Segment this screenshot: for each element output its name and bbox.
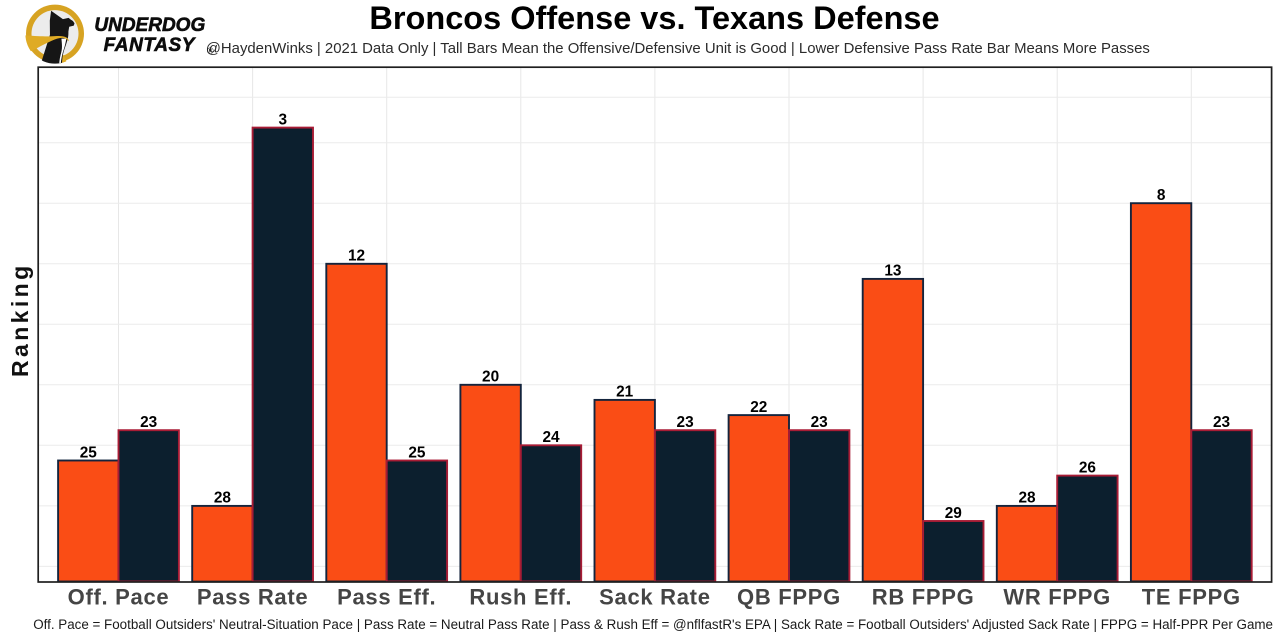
svg-text:20: 20 [482,369,499,386]
svg-text:QB FPPG: QB FPPG [737,584,841,609]
svg-text:Rush Eff.: Rush Eff. [469,584,572,609]
svg-text:21: 21 [616,384,634,401]
svg-text:22: 22 [750,399,767,416]
svg-text:13: 13 [884,263,901,280]
svg-text:Broncos Offense vs. Texans Def: Broncos Offense vs. Texans Defense [369,0,939,36]
svg-text:Off. Pace: Off. Pace [68,584,170,609]
svg-text:23: 23 [811,414,828,431]
svg-text:WR FPPG: WR FPPG [1003,584,1111,609]
svg-text:Pass Eff.: Pass Eff. [337,584,436,609]
svg-text:FANTASY: FANTASY [104,35,197,56]
svg-text:23: 23 [1213,414,1230,431]
svg-text:24: 24 [542,429,560,446]
svg-text:8: 8 [1157,187,1166,204]
svg-text:28: 28 [214,490,232,507]
svg-text:29: 29 [945,505,962,522]
svg-text:28: 28 [1018,490,1036,507]
svg-text:@HaydenWinks | 2021 Data Only: @HaydenWinks | 2021 Data Only | Tall Bar… [206,41,1150,57]
svg-text:Sack Rate: Sack Rate [599,584,710,609]
svg-text:Off. Pace = Football Outsiders: Off. Pace = Football Outsiders' Neutral-… [33,617,1273,632]
svg-text:12: 12 [348,248,365,265]
svg-text:3: 3 [279,111,288,128]
svg-text:Ranking: Ranking [7,262,33,377]
svg-text:Pass Rate: Pass Rate [197,584,308,609]
svg-text:25: 25 [80,444,98,461]
svg-text:23: 23 [140,414,157,431]
svg-text:RB FPPG: RB FPPG [872,584,975,609]
svg-text:23: 23 [677,414,694,431]
svg-text:TE FPPG: TE FPPG [1142,584,1241,609]
svg-text:UNDERDOG: UNDERDOG [94,15,205,36]
svg-text:25: 25 [408,444,426,461]
svg-text:®: ® [207,46,214,56]
svg-text:26: 26 [1079,459,1096,476]
